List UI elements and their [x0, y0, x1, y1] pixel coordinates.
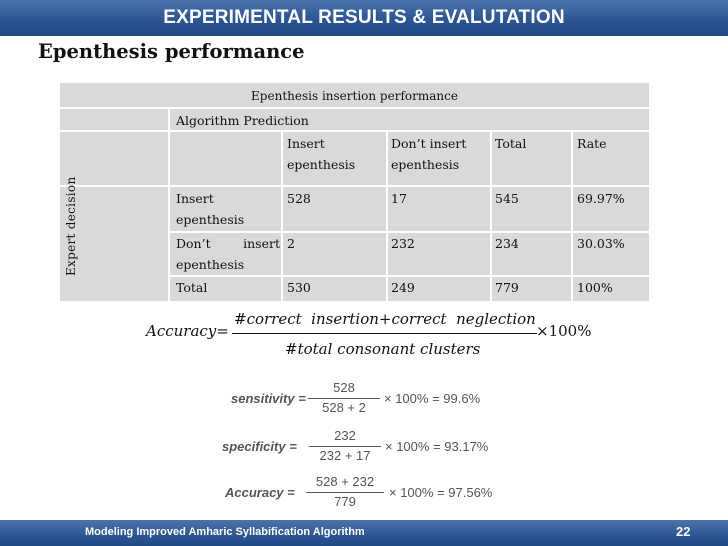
accuracy-formula-suffix: ×100% — [536, 322, 592, 340]
fraction-bar — [232, 333, 537, 334]
footer-bar: Modeling Improved Amharic Syllabificatio… — [0, 520, 728, 546]
table-cell: 69.97% — [577, 191, 625, 206]
sensitivity-label: sensitivity = — [231, 391, 306, 406]
row-label-total: Total — [176, 280, 208, 295]
table-rule — [60, 130, 649, 132]
accuracy-formula-numerator: #correct insertion+correct neglection — [234, 310, 536, 328]
section-heading: Epenthesis performance — [38, 40, 305, 63]
col-header-total: Total — [495, 136, 527, 151]
table-cell: 2 — [287, 236, 295, 251]
row-label-insert: Insert — [176, 191, 214, 206]
page-number: 22 — [676, 524, 691, 539]
col-header-dont-insert-2: epenthesis — [391, 157, 460, 172]
table-cell: 17 — [391, 191, 407, 206]
table-rule — [60, 107, 649, 109]
sensitivity-result: × 100% = 99.6% — [384, 391, 481, 406]
table-rule — [60, 185, 649, 187]
col-header-rate: Rate — [577, 136, 607, 151]
row-label-dont-insert-2: epenthesis — [176, 257, 245, 272]
algorithm-prediction-header: Algorithm Prediction — [176, 113, 309, 128]
fraction-bar — [306, 492, 384, 493]
col-header-insert: Insert — [287, 136, 325, 151]
accuracy-result: × 100% = 97.56% — [389, 485, 493, 500]
table-rule — [170, 275, 649, 277]
specificity-result: × 100% = 93.17% — [385, 439, 489, 454]
accuracy-formula-lhs: Accuracy= — [146, 322, 229, 340]
table-cell: 30.03% — [577, 236, 625, 251]
fraction-bar — [308, 398, 380, 399]
table-cell: 779 — [495, 280, 519, 295]
table-rule — [170, 231, 649, 233]
accuracy-denominator: 779 — [334, 494, 356, 509]
col-header-insert-2: epenthesis — [287, 157, 356, 172]
table-rule — [168, 107, 170, 301]
accuracy-label: Accuracy = — [225, 485, 295, 500]
table-cell: 249 — [391, 280, 415, 295]
specificity-equation: specificity = 232 232 + 17 × 100% = 93.1… — [222, 428, 502, 468]
specificity-label: specificity = — [222, 439, 297, 454]
table-cell: 234 — [495, 236, 519, 251]
table-cell: 232 — [391, 236, 415, 251]
sensitivity-equation: sensitivity = 528 528 + 2 × 100% = 99.6% — [231, 380, 501, 420]
table-cell: 530 — [287, 280, 311, 295]
table-rule — [490, 131, 492, 301]
row-label-insert-2: epenthesis — [176, 212, 245, 227]
expert-decision-label: Expert decision — [64, 176, 78, 276]
footer-label: Modeling Improved Amharic Syllabificatio… — [85, 526, 365, 538]
table-rule — [386, 131, 388, 301]
specificity-numerator: 232 — [334, 428, 356, 443]
accuracy-equation: Accuracy = 528 + 232 779 × 100% = 97.56% — [225, 474, 505, 514]
table-cell: 100% — [577, 280, 613, 295]
sensitivity-denominator: 528 + 2 — [322, 400, 366, 415]
accuracy-numerator: 528 + 232 — [315, 474, 375, 489]
table-cell: 545 — [495, 191, 519, 206]
fraction-bar — [309, 446, 381, 447]
row-label-dont-insert: Don’t insert — [176, 236, 280, 251]
table-rule — [281, 131, 283, 301]
accuracy-formula-denominator: #total consonant clusters — [285, 340, 481, 358]
table-caption: Epenthesis insertion performance — [251, 89, 458, 103]
col-header-dont-insert: Don’t insert — [391, 136, 467, 151]
table-rule — [571, 131, 573, 301]
table-cell: 528 — [287, 191, 311, 206]
specificity-denominator: 232 + 17 — [319, 448, 371, 463]
sensitivity-numerator: 528 — [333, 380, 355, 395]
performance-table — [60, 83, 649, 301]
slide-title: EXPERIMENTAL RESULTS & EVALUTATION — [0, 0, 728, 36]
